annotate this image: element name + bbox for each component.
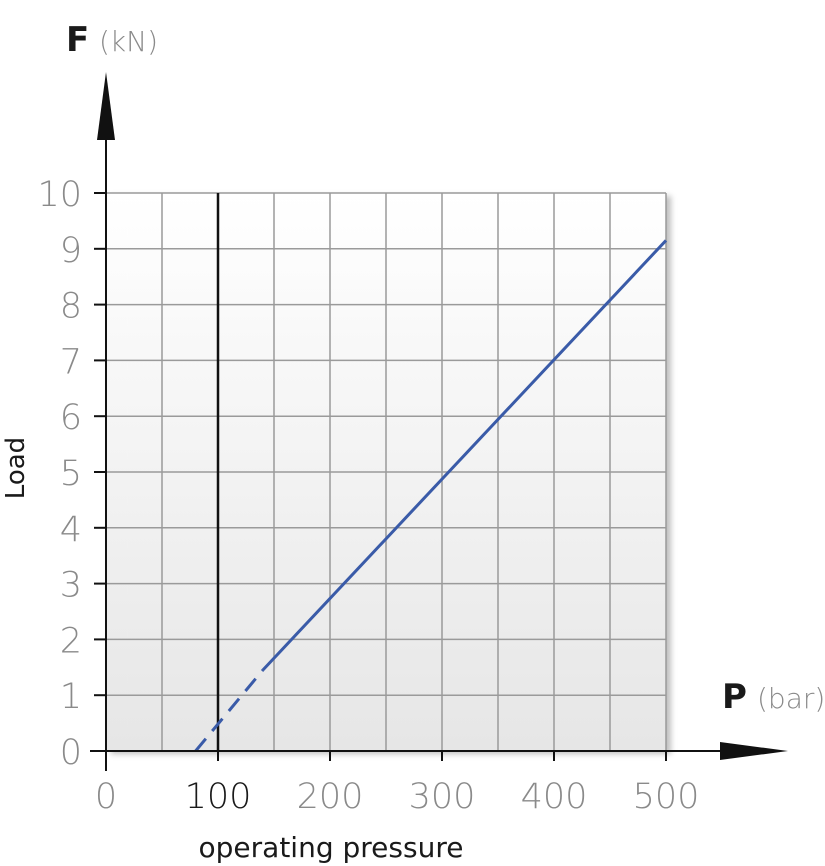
y-tick-label: 0 [60, 733, 82, 773]
y-axis-unit: (kN) [99, 25, 158, 58]
x-tick-label: 200 [297, 777, 364, 817]
x-axis-arrow-icon [720, 742, 788, 760]
y-tick-label: 8 [60, 287, 82, 327]
y-tick-labels: 0 1 2 3 4 5 6 7 8 9 10 [37, 175, 82, 773]
x-tick-label: 0 [95, 777, 117, 817]
y-tick-label: 5 [60, 454, 82, 494]
series-group [194, 239, 668, 752]
y-tick-label: 10 [37, 175, 82, 215]
x-axis-unit: (bar) [757, 682, 825, 715]
y-tick-label: 2 [60, 621, 82, 661]
y-tick-label: 3 [60, 566, 82, 606]
y-tick-label: 4 [60, 510, 82, 550]
y-tick-label: 6 [60, 398, 82, 438]
series-line-solid [261, 239, 668, 672]
axes [90, 72, 788, 771]
x-tick-label: 100 [185, 777, 252, 817]
y-axis-arrow-icon [97, 72, 115, 140]
y-tick-label: 7 [60, 342, 82, 382]
x-axis-label: operating pressure [199, 831, 464, 864]
series-line-dashed [194, 669, 264, 752]
y-axis-label: Load [1, 437, 31, 499]
y-axis-letter: F [66, 20, 89, 60]
x-tick-label: 300 [409, 777, 476, 817]
y-tick-label: 1 [60, 677, 82, 717]
x-axis-letter: P [722, 677, 747, 717]
y-tick-label: 9 [60, 231, 82, 271]
x-tick-label: 400 [521, 777, 588, 817]
x-tick-labels: 0 100 200 300 400 500 [95, 777, 700, 817]
x-tick-label: 500 [633, 777, 700, 817]
